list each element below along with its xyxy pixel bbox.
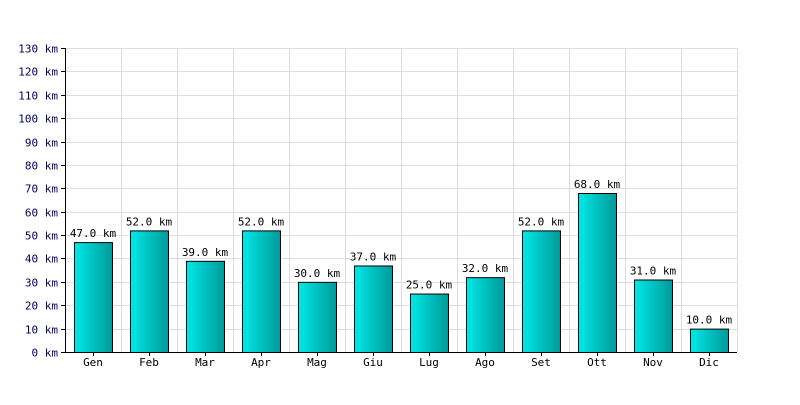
x-tick-label: Mag — [307, 356, 327, 369]
bar-mag — [298, 281, 337, 354]
x-tick-label: Mar — [195, 356, 215, 369]
data-label: 25.0 km — [406, 279, 453, 292]
y-tick-label: 40 km — [25, 253, 58, 266]
x-tick-labels: Gen Feb Mar Apr Mag Giu Lug Ago Set Ott Nov Dic — [83, 356, 719, 369]
bar-giu — [354, 265, 393, 354]
x-tick-label: Dic — [699, 356, 719, 369]
x-tick-label: Feb — [139, 356, 159, 369]
bar-feb — [130, 230, 169, 353]
x-tick-label: Apr — [251, 356, 271, 369]
y-tick-label: 50 km — [25, 230, 58, 243]
bar-gen — [74, 242, 113, 353]
data-label: 32.0 km — [462, 262, 509, 275]
data-label: 47.0 km — [70, 227, 117, 240]
data-label: 30.0 km — [294, 267, 341, 280]
y-tick-label: 120 km — [18, 66, 58, 79]
x-tick-label: Giu — [363, 356, 383, 369]
data-labels: 47.0 km 52.0 km 39.0 km 52.0 km 30.0 km 37.0 … — [70, 178, 733, 327]
y-tick-label: 90 km — [25, 137, 58, 150]
bar-ago — [466, 277, 505, 353]
bar-dic — [690, 328, 729, 354]
bar-nov — [634, 279, 673, 353]
bar-apr — [242, 230, 281, 353]
data-label: 31.0 km — [630, 265, 677, 278]
y-tick-label: 130 km — [18, 43, 58, 56]
bar-set — [522, 230, 561, 353]
y-tick-label: 10 km — [25, 324, 58, 337]
y-tick-labels: 0 km 10 km 20 km 30 km 40 km 50 km 60 km 70 km 8… — [18, 43, 58, 360]
y-tick-label: 0 km — [32, 347, 59, 360]
y-tick-label: 70 km — [25, 183, 58, 196]
data-label: 52.0 km — [238, 215, 285, 228]
grid-lines — [65, 48, 738, 352]
x-tick-label: Set — [531, 356, 551, 369]
y-tick-label: 20 km — [25, 300, 58, 313]
x-tick-label: Lug — [419, 356, 439, 369]
bars — [74, 192, 729, 354]
axes — [61, 48, 737, 356]
y-tick-label: 30 km — [25, 277, 58, 290]
y-tick-label: 110 km — [18, 90, 58, 103]
data-label: 39.0 km — [182, 246, 229, 259]
data-label: 68.0 km — [574, 178, 621, 191]
data-label: 37.0 km — [350, 250, 397, 263]
bar-ott — [578, 192, 617, 353]
data-label: 52.0 km — [126, 215, 173, 228]
y-tick-label: 80 km — [25, 160, 58, 173]
bar-lug — [410, 293, 449, 353]
x-tick-label: Ago — [475, 356, 495, 369]
y-tick-label: 60 km — [25, 207, 58, 220]
x-tick-label: Nov — [643, 356, 663, 369]
bar-mar — [186, 260, 225, 353]
data-label: 10.0 km — [686, 314, 733, 327]
y-tick-label: 100 km — [18, 113, 58, 126]
x-tick-label: Gen — [83, 356, 103, 369]
x-tick-label: Ott — [587, 356, 607, 369]
data-label: 52.0 km — [518, 215, 565, 228]
